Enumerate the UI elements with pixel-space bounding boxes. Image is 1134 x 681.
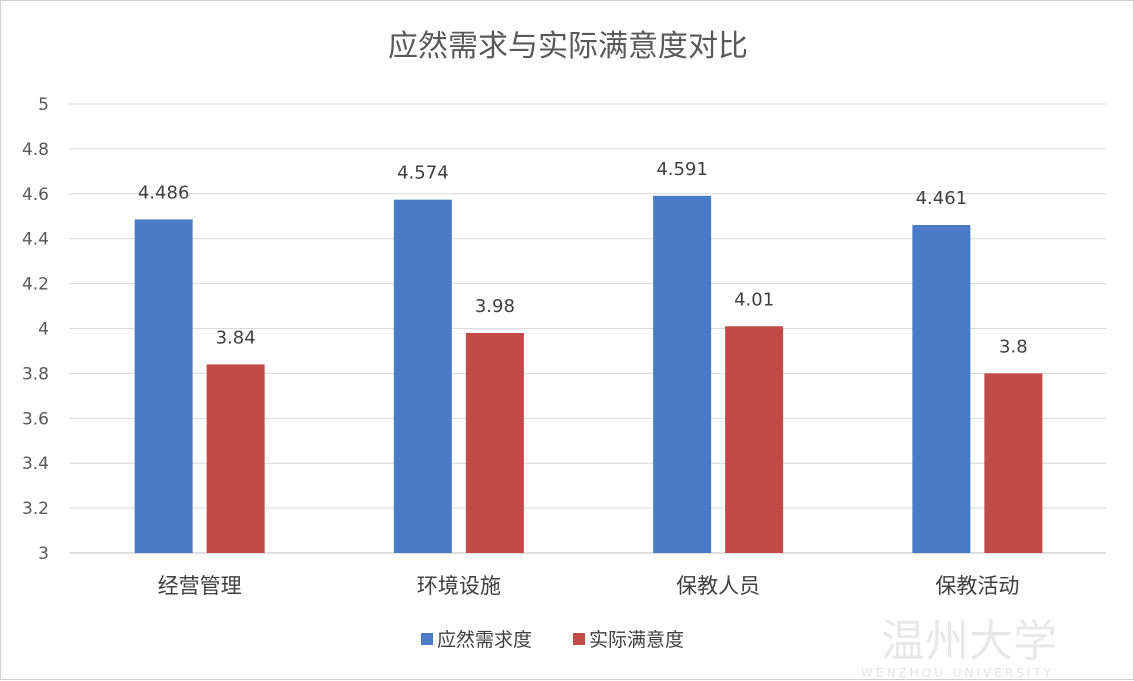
- legend-swatch: [421, 633, 433, 645]
- bar-satisfaction: [984, 373, 1043, 553]
- y-tick-label: 3.4: [22, 454, 49, 474]
- x-category-label: 保教活动: [935, 574, 1019, 598]
- data-label: 4.591: [656, 159, 708, 180]
- y-tick-label: 3.2: [22, 499, 49, 519]
- y-tick-label: 3.6: [22, 409, 49, 429]
- bar-demand: [393, 199, 452, 553]
- y-tick-label: 3.8: [22, 364, 49, 384]
- x-category-label: 经营管理: [158, 574, 242, 598]
- x-category-label: 保教人员: [676, 574, 760, 598]
- y-tick-label: 4: [38, 320, 49, 340]
- y-tick-label: 4.6: [22, 185, 49, 205]
- bar-satisfaction: [206, 364, 265, 553]
- bar-demand: [912, 225, 971, 553]
- data-label: 3.84: [216, 327, 256, 348]
- data-label: 4.574: [397, 163, 449, 184]
- legend-label: 实际满意度: [589, 629, 684, 651]
- bar-demand: [134, 219, 193, 553]
- data-label: 4.461: [916, 188, 968, 209]
- watermark-text: 温州大学: [881, 616, 1057, 667]
- data-label: 3.98: [475, 296, 515, 317]
- chart-title: 应然需求与实际满意度对比: [388, 29, 748, 64]
- legend-label: 应然需求度: [437, 629, 532, 651]
- category-labels: 经营管理 环境设施 保教人员 保教活动: [158, 574, 1020, 598]
- data-label: 4.01: [734, 289, 774, 310]
- bar-demand: [653, 195, 712, 553]
- legend: 应然需求度 实际满意度: [421, 629, 684, 651]
- data-label: 3.8: [999, 336, 1028, 357]
- y-tick-label: 4.8: [22, 140, 49, 160]
- legend-swatch: [573, 633, 585, 645]
- y-tick-label: 4.4: [22, 230, 49, 250]
- y-tick-label: 4.2: [22, 275, 49, 295]
- y-tick-label: 3: [38, 544, 49, 564]
- data-label: 4.486: [138, 182, 190, 203]
- bar-satisfaction: [725, 326, 784, 553]
- watermark-subtext: WENZHOU UNIVERSITY: [861, 666, 1054, 680]
- bars: 4.486 3.84 4.574 3.98 4.591 4.01 4.461 3.8: [134, 159, 1043, 553]
- x-category-label: 环境设施: [417, 574, 501, 598]
- bar-satisfaction: [465, 332, 524, 553]
- y-tick-label: 5: [38, 95, 49, 115]
